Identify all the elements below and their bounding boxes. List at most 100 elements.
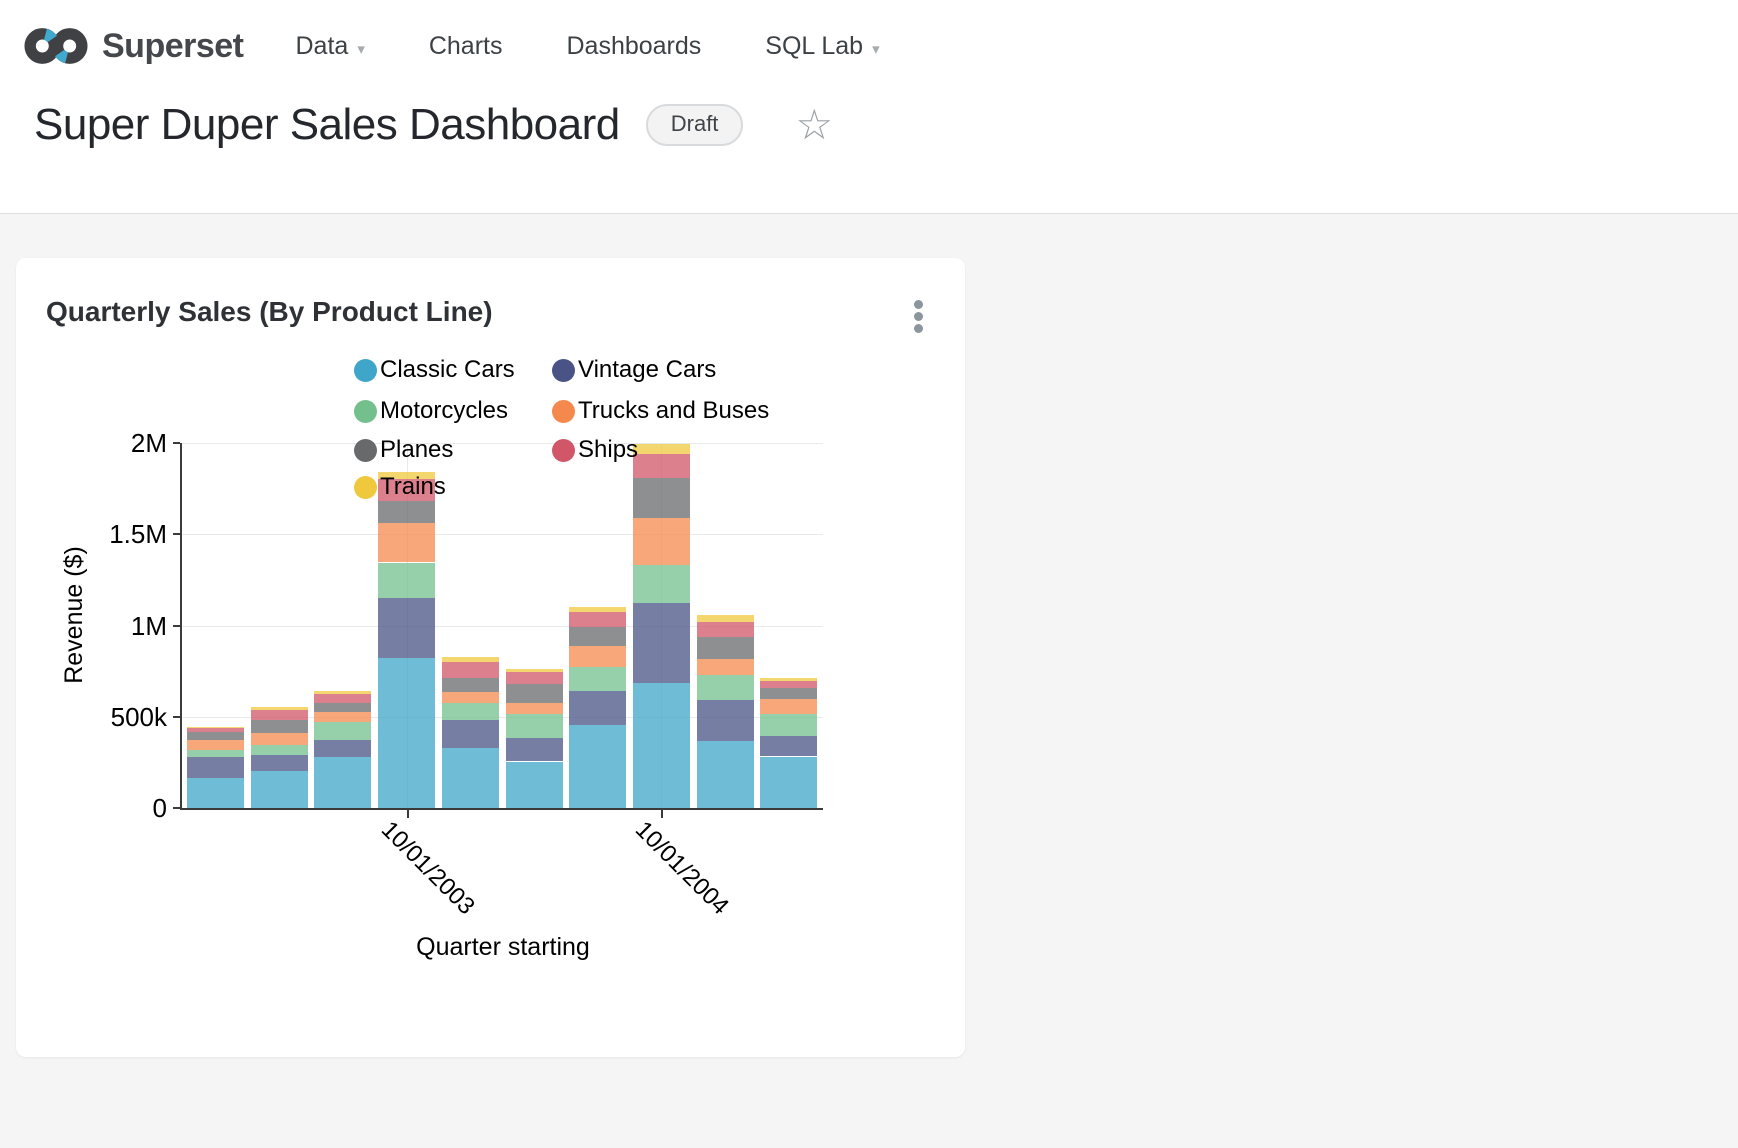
legend-item-motorcycles[interactable]: Motorcycles <box>354 397 508 425</box>
bar-segment-trucks-and-buses[interactable] <box>505 703 563 715</box>
bar-segment-ships[interactable] <box>314 694 372 704</box>
bar-segment-vintage-cars[interactable] <box>441 720 499 749</box>
bar-segment-vintage-cars[interactable] <box>314 739 372 757</box>
bar-segment-trucks-and-buses[interactable] <box>569 646 627 667</box>
legend-item-ships[interactable]: Ships <box>552 436 638 464</box>
bar-segment-planes[interactable] <box>632 478 690 518</box>
bar-segment-motorcycles[interactable] <box>505 714 563 739</box>
chart-card: Quarterly Sales (By Product Line) Revenu… <box>16 258 965 1057</box>
bar-segment-trains[interactable] <box>632 443 690 455</box>
bar-segment-trucks-and-buses[interactable] <box>632 517 690 565</box>
bar-segment-trucks-and-buses[interactable] <box>441 691 499 704</box>
bar-segment-planes[interactable] <box>378 501 436 524</box>
bar-segment-ships[interactable] <box>441 661 499 679</box>
legend-swatch-icon <box>354 475 377 499</box>
bar-segment-motorcycles[interactable] <box>441 703 499 720</box>
bar-segment-vintage-cars[interactable] <box>760 735 818 757</box>
bar-segment-motorcycles[interactable] <box>696 674 754 700</box>
brand[interactable]: Superset <box>18 21 244 71</box>
bar-segment-planes[interactable] <box>250 719 308 733</box>
bar-segment-vintage-cars[interactable] <box>505 738 563 762</box>
bar-segment-classic-cars[interactable] <box>505 761 563 808</box>
nav-item-charts[interactable]: Charts <box>429 32 503 61</box>
bar-segment-vintage-cars[interactable] <box>187 757 244 779</box>
bar-segment-ships[interactable] <box>187 728 244 733</box>
bar-segment-classic-cars[interactable] <box>632 683 690 808</box>
nav-item-sql-lab[interactable]: SQL Lab ▾ <box>765 32 879 61</box>
bar-segment-planes[interactable] <box>696 637 754 659</box>
bar-segment-planes[interactable] <box>760 687 818 700</box>
bar-segment-motorcycles[interactable] <box>250 744 308 756</box>
y-tick-label: 500k <box>110 701 167 732</box>
bar-segment-classic-cars[interactable] <box>250 771 308 808</box>
legend-item-trains[interactable]: Trains <box>354 473 446 501</box>
bar-segment-trains[interactable] <box>696 615 754 622</box>
bar-segment-trucks-and-buses[interactable] <box>250 733 308 745</box>
bar-segment-vintage-cars[interactable] <box>632 603 690 683</box>
bar-segment-trains[interactable] <box>250 707 308 710</box>
kebab-dot <box>913 311 923 321</box>
bar-segment-ships[interactable] <box>569 612 627 628</box>
bar-segment-motorcycles[interactable] <box>569 666 627 692</box>
bar-segment-trains[interactable] <box>760 678 818 682</box>
bar-segment-planes[interactable] <box>505 683 563 704</box>
bar-segment-motorcycles[interactable] <box>314 722 372 740</box>
bar-segment-trucks-and-buses[interactable] <box>314 712 372 723</box>
bar-segment-ships[interactable] <box>632 454 690 478</box>
legend-item-planes[interactable]: Planes <box>354 436 453 464</box>
bar-segment-trains[interactable] <box>569 607 627 613</box>
legend-swatch-icon <box>354 399 377 423</box>
bar-segment-trains[interactable] <box>187 726 244 729</box>
bar-segment-planes[interactable] <box>314 703 372 713</box>
bar-segment-trucks-and-buses[interactable] <box>187 739 244 751</box>
x-axis-title: Quarter starting <box>416 933 590 961</box>
y-tick-mark <box>173 807 180 809</box>
bar-segment-ships[interactable] <box>378 478 436 502</box>
bar-segment-planes[interactable] <box>187 732 244 740</box>
bar-segment-classic-cars[interactable] <box>187 778 244 808</box>
bar-segment-motorcycles[interactable] <box>378 562 436 599</box>
bar-segment-vintage-cars[interactable] <box>696 699 754 741</box>
favorite-star-icon[interactable]: ☆ <box>795 101 834 148</box>
legend-item-vintage-cars[interactable]: Vintage Cars <box>552 356 716 384</box>
bar-segment-ships[interactable] <box>760 681 818 688</box>
bar-segment-trucks-and-buses[interactable] <box>760 699 818 714</box>
bar-segment-classic-cars[interactable] <box>569 725 627 808</box>
bar-segment-ships[interactable] <box>696 621 754 638</box>
bar-segment-trains[interactable] <box>441 656 499 662</box>
y-gridline <box>180 443 823 444</box>
bar-segment-ships[interactable] <box>250 710 308 720</box>
bar-segment-motorcycles[interactable] <box>760 714 818 736</box>
legend-swatch-icon <box>552 438 575 462</box>
bar-segment-classic-cars[interactable] <box>378 658 436 808</box>
bar-segment-planes[interactable] <box>441 678 499 692</box>
status-badge[interactable]: Draft <box>645 104 744 146</box>
legend-label: Ships <box>578 436 639 463</box>
bar-segment-classic-cars[interactable] <box>314 756 372 808</box>
nav-item-data[interactable]: Data ▾ <box>296 32 365 61</box>
bar-segment-vintage-cars[interactable] <box>569 691 627 725</box>
bar-segment-classic-cars[interactable] <box>441 748 499 808</box>
bar-segment-planes[interactable] <box>569 627 627 647</box>
legend-label: Motorcycles <box>380 397 509 424</box>
bar-segment-vintage-cars[interactable] <box>250 755 308 771</box>
bar-segment-classic-cars[interactable] <box>760 756 818 808</box>
dashboard-title-row: Super Duper Sales Dashboard Draft ☆ <box>0 100 1738 150</box>
y-tick-mark <box>173 624 180 627</box>
bar-segment-motorcycles[interactable] <box>632 564 690 604</box>
legend-item-classic-cars[interactable]: Classic Cars <box>354 356 515 384</box>
bar-segment-motorcycles[interactable] <box>187 750 244 757</box>
brand-name[interactable]: Superset <box>102 26 244 65</box>
bar-segment-trains[interactable] <box>378 471 436 479</box>
bar-segment-classic-cars[interactable] <box>696 740 754 808</box>
bar-segment-trains[interactable] <box>505 668 563 672</box>
more-options-icon[interactable] <box>908 294 928 338</box>
bar-segment-trains[interactable] <box>314 690 372 695</box>
nav-item-dashboards[interactable]: Dashboards <box>566 32 701 61</box>
legend-item-trucks-and-buses[interactable]: Trucks and Buses <box>552 397 769 425</box>
bar-segment-trucks-and-buses[interactable] <box>696 658 754 675</box>
bar-segment-vintage-cars[interactable] <box>378 598 436 658</box>
bar-segment-ships[interactable] <box>505 671 563 684</box>
bar-segment-trucks-and-buses[interactable] <box>378 523 436 563</box>
main-nav: Data ▾ Charts Dashboards SQL Lab ▾ <box>296 32 944 61</box>
